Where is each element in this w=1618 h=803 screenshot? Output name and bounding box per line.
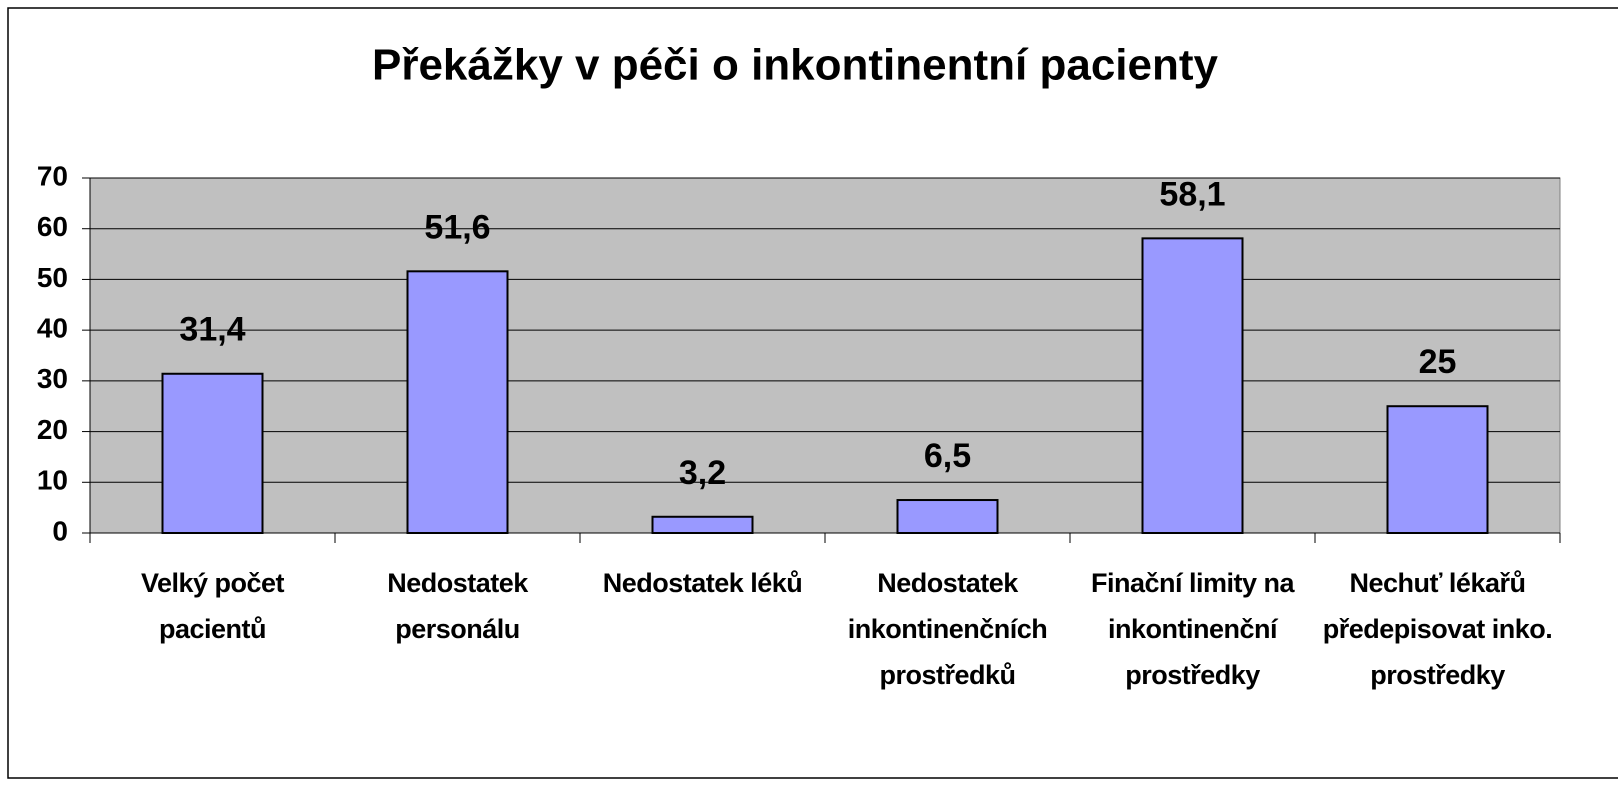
- y-tick-label: 70: [37, 160, 68, 191]
- data-label: 25: [1419, 343, 1457, 381]
- bar: [1386, 405, 1489, 535]
- bar: [406, 270, 509, 534]
- data-label: 6,5: [924, 437, 971, 475]
- bar: [1141, 237, 1244, 534]
- data-label: 51,6: [424, 208, 490, 246]
- y-tick-label: 60: [37, 211, 68, 242]
- y-tick-label: 40: [37, 313, 68, 344]
- y-tick-label: 10: [37, 465, 68, 496]
- x-tick-label: Finační limity na inkontinenční prostřed…: [1090, 568, 1295, 690]
- data-label: 3,2: [679, 454, 726, 492]
- x-tick-label: Nedostatek léků: [602, 568, 803, 598]
- plot-area: [89, 177, 1561, 534]
- y-tick-label: 0: [52, 515, 68, 546]
- bar: [651, 515, 754, 534]
- x-tick-label: Nedostatek inkontinenčních prostředků: [847, 568, 1048, 690]
- x-tick-label: Velký počet pacientů: [140, 568, 285, 644]
- x-tick-label: Nedostatek personálu: [387, 568, 528, 644]
- x-tick-label: Nechuť lékařů předepisovat inko. prostře…: [1322, 568, 1553, 690]
- y-tick-label: 20: [37, 414, 68, 445]
- y-tick-label: 50: [37, 262, 68, 293]
- bar: [161, 372, 264, 534]
- chart-title: Překážky v péči o inkontinentní pacienty: [372, 41, 1219, 90]
- bar: [896, 499, 999, 534]
- data-label: 31,4: [179, 311, 245, 349]
- y-tick-label: 30: [37, 363, 68, 394]
- data-label: 58,1: [1159, 175, 1225, 213]
